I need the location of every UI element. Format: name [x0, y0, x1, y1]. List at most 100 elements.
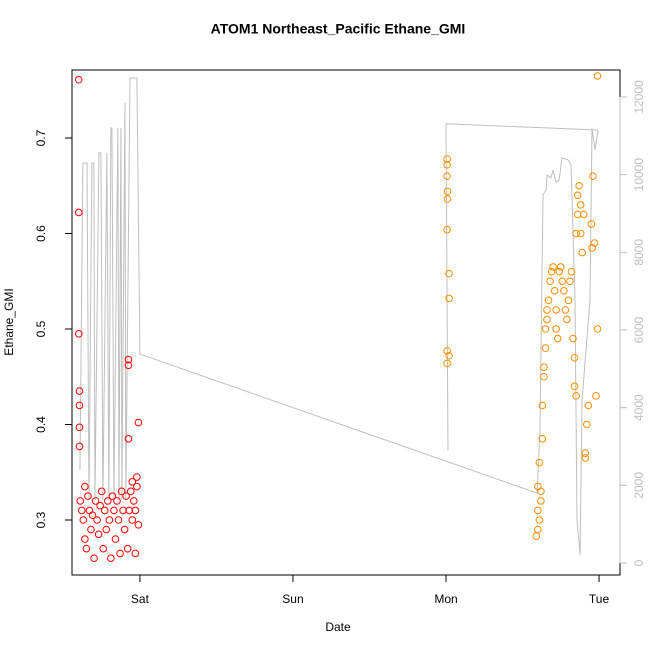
point [553, 334, 562, 343]
point [593, 325, 602, 333]
point [120, 525, 129, 534]
point [570, 382, 579, 391]
y2-tick-label: 0 [632, 559, 646, 566]
point [575, 181, 583, 190]
point [552, 325, 560, 333]
point [111, 535, 120, 543]
point [576, 229, 585, 238]
point [133, 473, 141, 481]
point [82, 544, 91, 553]
point [443, 195, 452, 203]
point [105, 516, 114, 524]
point [564, 296, 573, 305]
point [543, 306, 551, 314]
x-tick-label: Sun [282, 592, 303, 606]
point [555, 267, 564, 276]
point [117, 487, 126, 496]
point [541, 325, 550, 333]
point [131, 506, 140, 515]
point [445, 269, 453, 278]
point [552, 306, 560, 314]
point [77, 506, 86, 515]
point [535, 458, 544, 467]
point [96, 501, 104, 510]
point [581, 454, 590, 462]
point [443, 187, 452, 196]
point [579, 210, 588, 219]
point [573, 191, 582, 200]
point [88, 511, 97, 520]
point [560, 286, 568, 295]
point [538, 401, 547, 410]
point [538, 435, 547, 443]
point [79, 516, 88, 524]
point [534, 525, 542, 534]
point [114, 516, 123, 524]
point [443, 155, 451, 163]
point [592, 392, 600, 400]
point [128, 516, 137, 524]
point [588, 244, 596, 252]
point [534, 506, 542, 515]
point [75, 387, 84, 395]
y-tick-label: 0.5 [34, 320, 48, 337]
x-tick-label: Sat [131, 592, 150, 606]
y-axis-title: Ethane_GMI [2, 288, 16, 355]
point [590, 239, 599, 247]
point [443, 160, 451, 169]
point [87, 525, 95, 534]
point [74, 208, 83, 217]
y2-tick-label: 10000 [632, 158, 646, 192]
point [593, 72, 602, 80]
point [547, 267, 556, 276]
point [443, 347, 451, 355]
point [576, 201, 585, 209]
point [100, 506, 109, 515]
point [550, 286, 559, 295]
point [443, 225, 451, 234]
point [104, 497, 112, 505]
point [570, 353, 579, 362]
point [572, 229, 580, 238]
point [94, 530, 103, 539]
point [582, 420, 591, 429]
point [102, 525, 111, 534]
point [572, 392, 580, 400]
point [130, 497, 138, 505]
point [549, 263, 557, 271]
point [75, 423, 84, 432]
point [540, 372, 548, 381]
point [546, 277, 554, 286]
point [445, 294, 453, 303]
point [544, 296, 553, 305]
point [108, 492, 117, 500]
series-line [79, 77, 599, 555]
point [124, 355, 133, 364]
point [93, 516, 101, 524]
point [563, 315, 571, 324]
point [537, 497, 545, 505]
point [578, 248, 587, 257]
point [543, 315, 551, 324]
point [74, 75, 83, 84]
point [126, 487, 135, 496]
point [128, 477, 137, 486]
point [122, 492, 130, 500]
point [75, 442, 84, 451]
y-tick-label: 0.3 [34, 511, 48, 528]
point [81, 535, 89, 543]
x-tick-label: Tue [589, 592, 610, 606]
point [561, 306, 570, 314]
point [587, 220, 596, 228]
y2-tick-label: 12000 [632, 80, 646, 114]
point [558, 277, 567, 286]
point [99, 544, 108, 553]
point [81, 482, 89, 491]
point [90, 554, 98, 562]
point [91, 497, 100, 505]
point [76, 497, 85, 505]
y2-tick-label: 2000 [632, 472, 646, 499]
